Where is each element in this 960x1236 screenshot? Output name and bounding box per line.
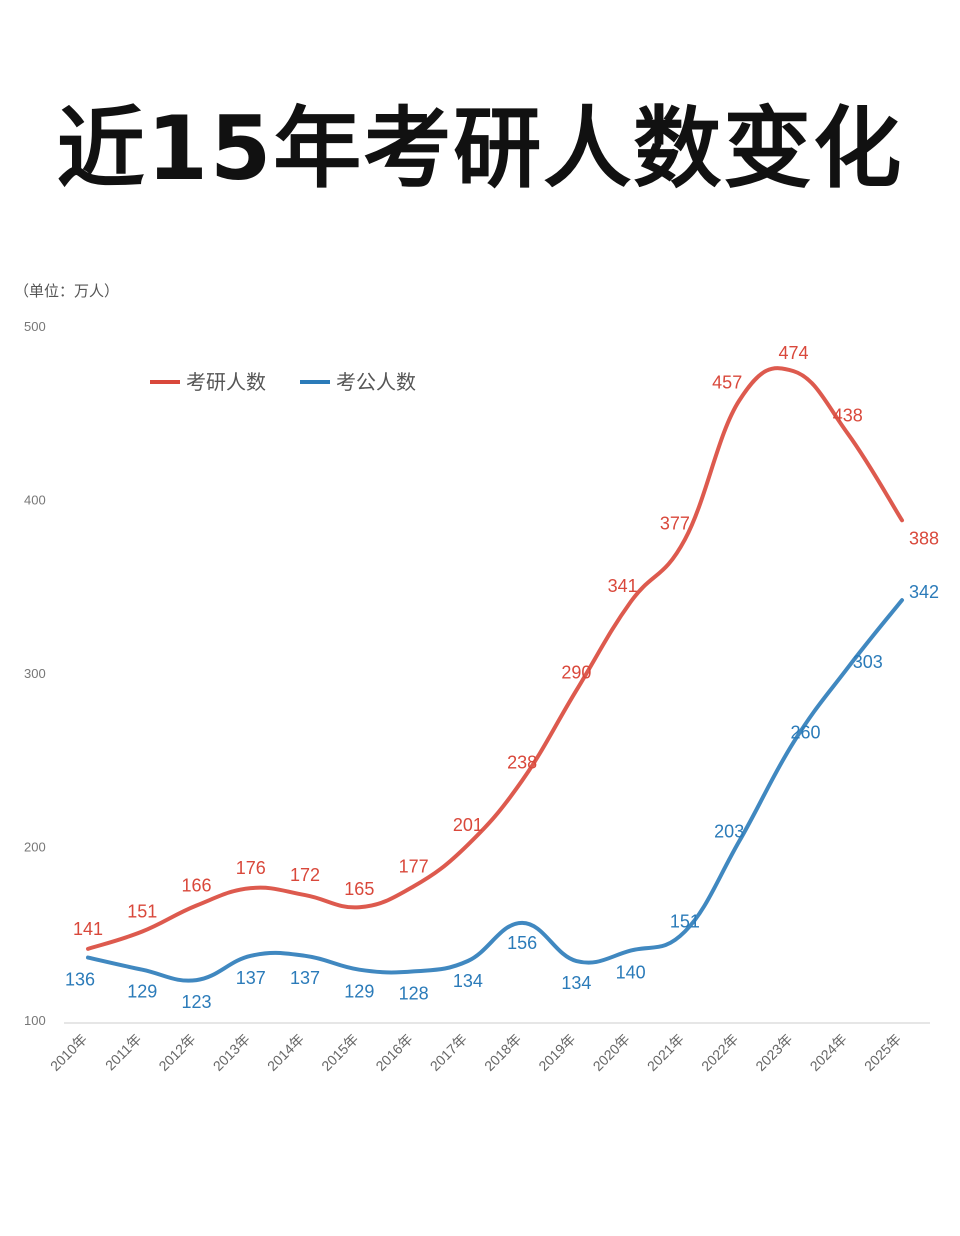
data-label: 457 xyxy=(712,373,742,393)
x-tick-label: 2016年 xyxy=(372,1031,415,1074)
data-label: 137 xyxy=(290,968,320,988)
data-label: 260 xyxy=(790,722,820,742)
data-label: 151 xyxy=(670,912,700,932)
x-tick-label: 2022年 xyxy=(698,1031,741,1074)
x-tick-label: 2015年 xyxy=(318,1031,361,1074)
x-tick-label: 2011年 xyxy=(102,1031,145,1074)
x-tick-label: 2024年 xyxy=(807,1031,850,1074)
data-label: 166 xyxy=(182,875,212,895)
x-tick-label: 2021年 xyxy=(644,1031,687,1074)
x-tick-label: 2019年 xyxy=(535,1031,578,1074)
data-label: 123 xyxy=(182,992,212,1012)
legend-label: 考研人数 xyxy=(186,370,266,394)
legend-label: 考公人数 xyxy=(336,370,416,394)
kaoyan-line xyxy=(86,366,904,951)
x-tick-label: 2012年 xyxy=(155,1031,198,1074)
data-label: 134 xyxy=(561,973,591,993)
data-label: 474 xyxy=(778,343,808,363)
x-tick-label: 2018年 xyxy=(481,1031,524,1074)
data-label: 342 xyxy=(909,582,939,602)
x-tick-label: 2013年 xyxy=(210,1031,253,1074)
data-label: 177 xyxy=(399,856,429,876)
x-tick-label: 2020年 xyxy=(590,1031,633,1074)
data-label: 377 xyxy=(660,513,690,533)
x-tick-label: 2010年 xyxy=(47,1031,90,1074)
data-label: 172 xyxy=(290,865,320,885)
data-label: 156 xyxy=(507,933,537,953)
data-label: 238 xyxy=(507,753,537,773)
data-label: 176 xyxy=(236,858,266,878)
x-tick-label: 2023年 xyxy=(752,1031,795,1074)
page-title: 近15年考研人数变化 xyxy=(56,97,904,200)
kaogong-line xyxy=(86,598,904,983)
data-label: 201 xyxy=(453,815,483,835)
data-label: 129 xyxy=(344,982,374,1002)
y-tick-label: 500 xyxy=(24,319,46,334)
data-label: 134 xyxy=(453,971,483,991)
unit-label: （单位：万人） xyxy=(14,282,120,300)
x-tick-label: 2025年 xyxy=(861,1031,904,1074)
data-label: 341 xyxy=(608,576,638,596)
x-tick-label: 2017年 xyxy=(427,1031,470,1074)
data-label: 128 xyxy=(399,983,429,1003)
data-label: 137 xyxy=(236,968,266,988)
data-label: 140 xyxy=(616,963,646,983)
data-label: 303 xyxy=(853,652,883,672)
y-tick-label: 100 xyxy=(24,1013,46,1028)
data-label: 129 xyxy=(127,982,157,1002)
y-tick-label: 400 xyxy=(24,493,46,508)
y-tick-label: 300 xyxy=(24,666,46,681)
y-tick-label: 200 xyxy=(24,840,46,855)
data-label: 165 xyxy=(344,879,374,899)
data-label: 141 xyxy=(73,919,103,939)
data-label: 151 xyxy=(127,902,157,922)
data-label: 290 xyxy=(561,662,591,682)
data-label: 203 xyxy=(714,821,744,841)
x-tick-label: 2014年 xyxy=(264,1031,307,1074)
data-label: 388 xyxy=(909,528,939,548)
data-label: 136 xyxy=(65,970,95,990)
data-label: 438 xyxy=(833,406,863,426)
